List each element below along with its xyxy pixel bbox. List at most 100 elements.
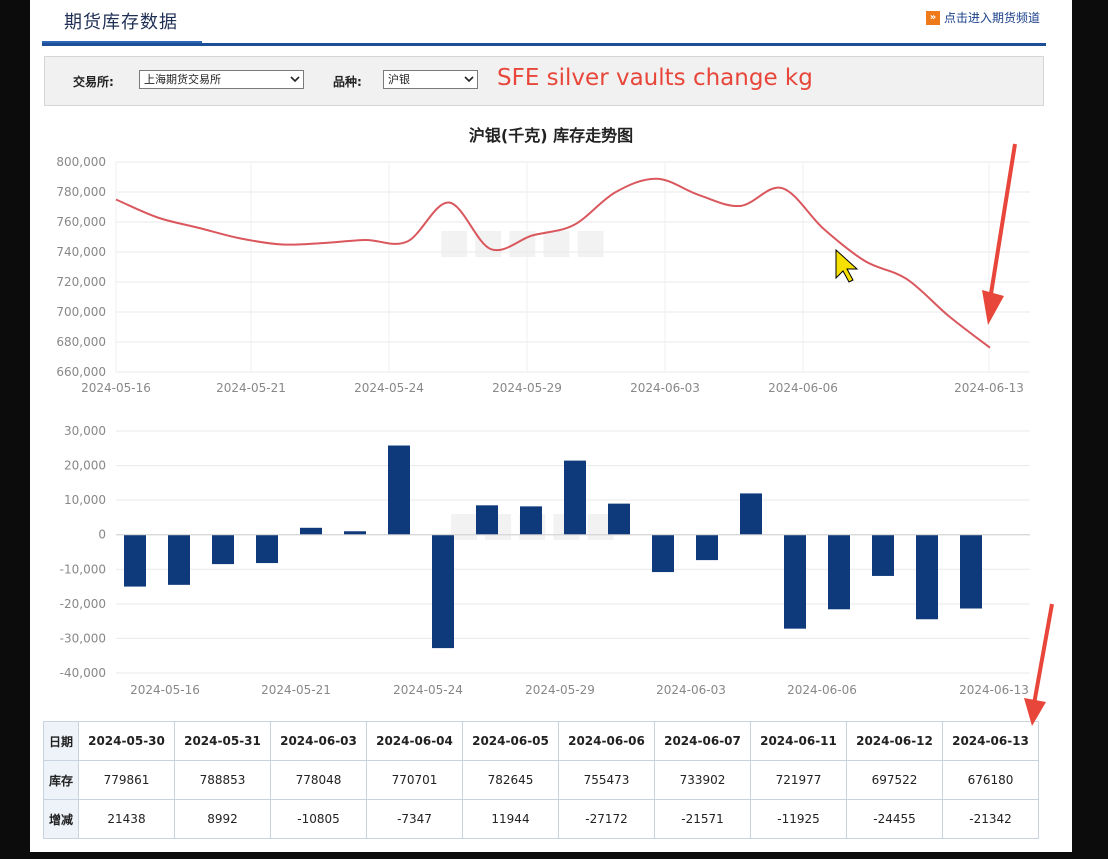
x-tick-label: 2024-05-24 [393, 683, 463, 697]
y-tick-label: 780,000 [56, 185, 106, 199]
header-divider [42, 43, 1046, 46]
table-cell-date: 2024-06-05 [462, 721, 559, 761]
chevron-down-icon [464, 76, 474, 83]
table-cell-date: 2024-06-06 [558, 721, 655, 761]
annotation-text: SFE silver vaults change kg [497, 65, 813, 91]
table-cell-date: 2024-06-03 [270, 721, 367, 761]
x-tick-label: 2024-06-06 [768, 381, 838, 395]
double-arrow-icon: » [925, 10, 940, 25]
table-cell-stock: 782645 [462, 760, 559, 800]
red-arrow-annotation [1024, 603, 1054, 726]
table-cell-date: 2024-05-30 [78, 721, 175, 761]
change-bar [608, 503, 630, 535]
mouse-cursor-icon [835, 248, 859, 283]
futures-channel-link[interactable]: » 点击进入期货频道 [925, 9, 1040, 26]
change-bar [696, 534, 718, 561]
table-row-changes: 增减 21438 8992 -10805 -7347 11944 -27172 -21571… [43, 799, 1039, 839]
page-header: 期货库存数据 » 点击进入期货频道 [42, 0, 1046, 46]
page-title: 期货库存数据 [64, 12, 178, 33]
y-tick-label: -10,000 [60, 562, 106, 576]
change-bar [520, 506, 542, 535]
x-tick-label: 2024-06-13 [954, 381, 1024, 395]
y-tick-label: -30,000 [60, 631, 106, 645]
y-tick-label: 10,000 [64, 493, 106, 507]
row-header-stock: 库存 [43, 760, 79, 800]
exchange-label: 交易所: [73, 75, 114, 89]
x-tick-label: 2024-05-29 [492, 381, 562, 395]
y-tick-label: 20,000 [64, 459, 106, 473]
x-tick-label: 2024-05-21 [261, 683, 331, 697]
table-cell-stock: 778048 [270, 760, 367, 800]
table-cell-change: -10805 [270, 799, 367, 839]
table-row-stocks: 库存 779861 788853 778048 770701 782645 755473 7… [43, 760, 1039, 800]
table-cell-date: 2024-05-31 [174, 721, 271, 761]
table-cell-change: -11925 [750, 799, 847, 839]
table-cell-change: 8992 [174, 799, 271, 839]
change-bar [168, 534, 190, 585]
filter-bar: 交易所: 上海期货交易所 品种: 沪银 SFE silver vaults ch… [44, 56, 1044, 106]
change-bar [784, 534, 806, 629]
chart-title: 沪银(千克) 库存走势图 [468, 126, 634, 145]
y-tick-label: 760,000 [56, 215, 106, 229]
table-cell-stock: 770701 [366, 760, 463, 800]
change-bar [432, 534, 454, 649]
row-header-date: 日期 [43, 721, 79, 761]
x-tick-label: 2024-06-03 [656, 683, 726, 697]
change-bar [124, 534, 146, 587]
change-bar [300, 527, 322, 535]
table-cell-date: 2024-06-04 [366, 721, 463, 761]
table-cell-date: 2024-06-12 [846, 721, 943, 761]
charts-canvas: 800,000 780,000 760,000 740,000 720,000 700,0… [56, 155, 1030, 697]
variety-label: 品种: [333, 75, 362, 89]
inventory-line-series [115, 177, 991, 349]
change-bar [212, 534, 234, 565]
red-arrow-annotation [982, 143, 1017, 325]
change-bar [872, 534, 894, 576]
table-cell-date: 2024-06-11 [750, 721, 847, 761]
change-bar [256, 534, 278, 564]
table-cell-change: -21571 [654, 799, 751, 839]
table-cell-change: 11944 [462, 799, 559, 839]
y-tick-label: -20,000 [60, 597, 106, 611]
table-cell-change: -24455 [846, 799, 943, 839]
y-tick-label: 660,000 [56, 365, 106, 379]
table-cell-stock: 779861 [78, 760, 175, 800]
watermark: ■■■■■ [438, 222, 609, 262]
inventory-table: 日期 2024-05-30 2024-05-31 2024-06-03 2024-06… [43, 721, 1039, 839]
row-header-change: 增减 [43, 799, 79, 839]
chevron-down-icon [290, 76, 300, 83]
y-tick-label: -40,000 [60, 666, 106, 680]
table-cell-stock: 733902 [654, 760, 751, 800]
change-bar [916, 534, 938, 620]
table-cell-stock: 788853 [174, 760, 271, 800]
y-tick-label: 0 [98, 528, 106, 542]
x-tick-label: 2024-05-16 [130, 683, 200, 697]
x-tick-label: 2024-06-03 [630, 381, 700, 395]
table-cell-stock: 676180 [942, 760, 1039, 800]
change-bar [388, 445, 410, 535]
change-bar [564, 460, 586, 535]
page: 期货库存数据 » 点击进入期货频道 交易所: 上海期货交易所 品种: 沪银 SF… [30, 0, 1072, 852]
table-cell-change: -21342 [942, 799, 1039, 839]
y-tick-label: 680,000 [56, 335, 106, 349]
table-cell-date: 2024-06-07 [654, 721, 751, 761]
change-bar [740, 493, 762, 535]
y-tick-label: 720,000 [56, 275, 106, 289]
change-bar [344, 531, 366, 535]
header-tab-underline [42, 41, 202, 43]
variety-select-value: 沪银 [388, 73, 410, 86]
x-tick-label: 2024-05-21 [216, 381, 286, 395]
exchange-select[interactable]: 上海期货交易所 [139, 70, 304, 89]
variety-select[interactable]: 沪银 [383, 70, 478, 89]
table-row-dates: 日期 2024-05-30 2024-05-31 2024-06-03 2024-06… [43, 721, 1039, 761]
table-cell-stock: 697522 [846, 760, 943, 800]
table-cell-stock: 755473 [558, 760, 655, 800]
table-cell-stock: 721977 [750, 760, 847, 800]
change-bar [476, 505, 498, 535]
change-bar [828, 534, 850, 610]
table-cell-change: 21438 [78, 799, 175, 839]
x-tick-label: 2024-05-16 [81, 381, 151, 395]
table-cell-change: -7347 [366, 799, 463, 839]
y-tick-label: 30,000 [64, 424, 106, 438]
y-tick-label: 740,000 [56, 245, 106, 259]
